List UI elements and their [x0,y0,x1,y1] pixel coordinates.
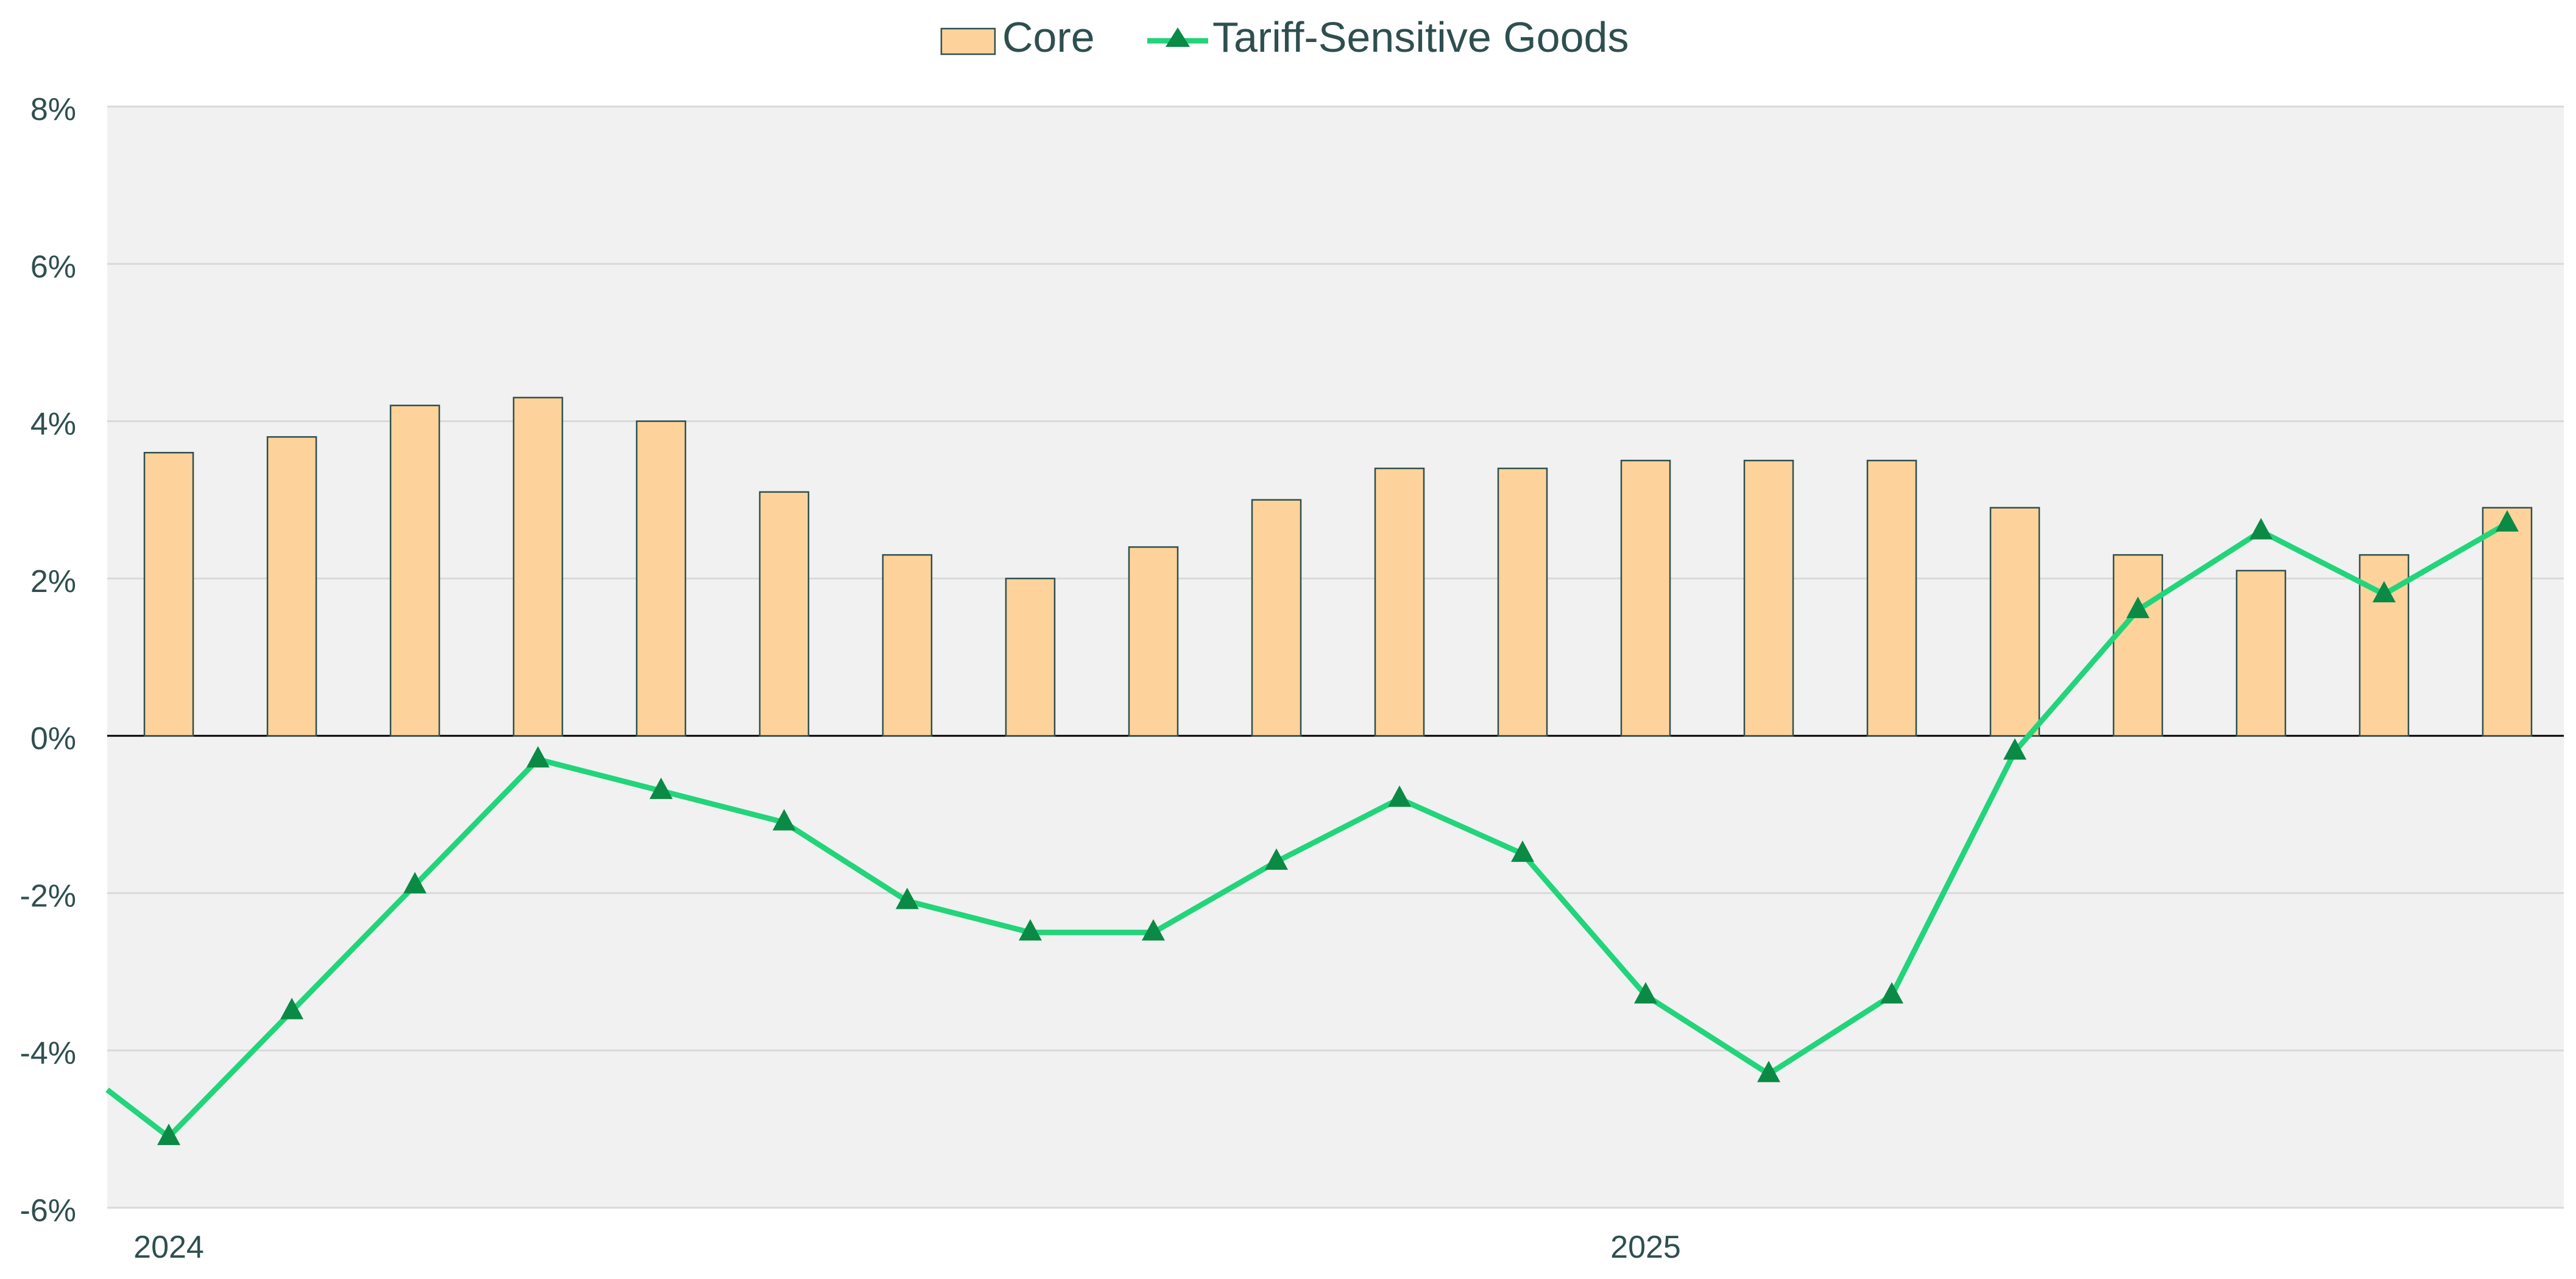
core-bar [1866,459,1917,737]
core-bar [1989,507,2040,737]
core-bar [1620,459,1671,737]
core-bar [2112,554,2164,737]
legend-label-core: Core [1002,13,1095,61]
core-bars [143,396,2533,737]
tariff-sensitive-goods-marker [2249,518,2273,540]
tariff-sensitive-goods-marker [1019,919,1042,941]
y-tick-label: 4% [30,407,76,442]
x-tick-label: 2025 [1610,1230,1681,1265]
legend-swatch-core [940,27,996,55]
tariff-sensitive-goods-marker [2003,738,2026,760]
plot-area [107,107,2564,1208]
core-bar [2235,569,2287,737]
y-tick-label: 0% [30,721,76,756]
tariff-sensitive-goods-marker [1142,919,1165,941]
tariff-sensitive-goods-marker [1880,982,1903,1004]
core-bar [2482,507,2533,737]
x-tick-label: 2024 [133,1230,204,1265]
core-bar [759,491,810,737]
core-bar [1743,459,1794,737]
core-bar [512,396,564,737]
core-bar [1005,577,1056,737]
tariff-sensitive-goods-marker [1511,840,1534,862]
tariff-sensitive-goods-marker [2496,510,2519,532]
plot-background [107,107,2564,1208]
tariff-sensitive-goods-marker [157,1123,180,1146]
y-tick-label: 8% [30,92,76,127]
legend-label-tariff: Tariff-Sensitive Goods [1212,13,1629,61]
tariff-sensitive-goods-marker [649,777,673,799]
core-bar [266,436,317,737]
core-bar [1374,467,1425,737]
tariff-sensitive-goods-marker [2126,596,2150,618]
core-bar [882,554,933,737]
core-bar [1497,467,1548,737]
tariff-sensitive-goods-marker [403,872,426,893]
legend: Core Tariff-Sensitive Goods [940,13,1629,61]
tariff-sensitive-goods-marker [1757,1060,1780,1082]
y-tick-label: -2% [20,878,76,914]
core-bar [1128,546,1179,737]
core-bar [389,404,441,737]
tariff-sensitive-goods-marker [896,887,919,909]
tariff-sensitive-goods-marker [280,998,303,1020]
y-tick-label: 2% [30,564,76,599]
tariff-sensitive-goods-marker [526,746,550,768]
core-bar [143,451,194,737]
core-bar [1251,499,1302,737]
legend-marker-tariff [1166,27,1190,47]
core-bar [635,420,687,737]
y-tick-label: 6% [30,249,76,284]
tariff-sensitive-goods-marker [1388,785,1411,807]
tariff-sensitive-goods-marker [1265,848,1288,870]
tariff-sensitive-goods-marker [2373,580,2396,602]
y-tick-label: -4% [20,1036,76,1071]
tariff-sensitive-goods-marker [773,809,796,831]
tariff-sensitive-goods-line [105,510,2519,1146]
tariff-sensitive-goods-marker [1634,982,1657,1004]
y-tick-label: -6% [20,1193,76,1228]
